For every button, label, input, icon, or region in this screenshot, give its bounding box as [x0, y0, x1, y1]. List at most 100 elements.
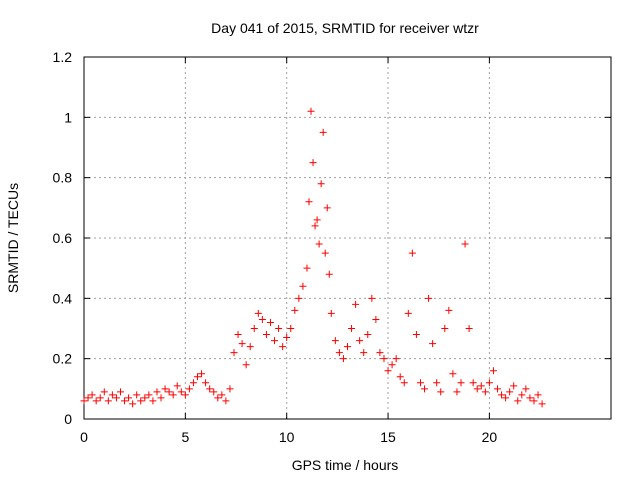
data-point: [412, 331, 420, 339]
data-point: [445, 306, 453, 314]
data-point: [493, 385, 501, 393]
y-tick-label: 0.4: [53, 290, 73, 306]
data-point: [453, 388, 461, 396]
data-point: [319, 128, 327, 136]
data-point: [307, 107, 315, 115]
data-point: [189, 379, 197, 387]
data-point: [331, 337, 339, 345]
x-axis-title: GPS time / hours: [292, 457, 399, 473]
data-point: [360, 349, 368, 357]
data-point: [271, 337, 279, 345]
x-tick-label: 0: [80, 429, 88, 445]
data-point: [121, 397, 129, 405]
data-point: [181, 391, 189, 399]
data-point: [141, 394, 149, 402]
data-point: [449, 370, 457, 378]
y-tick-label: 0.2: [53, 351, 73, 367]
data-point: [198, 370, 206, 378]
point-layer: [80, 107, 546, 408]
data-point: [153, 388, 161, 396]
data-point: [226, 385, 234, 393]
data-point: [165, 388, 173, 396]
data-point: [323, 204, 331, 212]
data-point: [283, 334, 291, 342]
data-point: [489, 367, 497, 375]
y-tick-label: 0.8: [53, 170, 73, 186]
data-point: [534, 391, 542, 399]
data-point: [327, 309, 335, 317]
data-point: [133, 391, 141, 399]
x-tick-label: 5: [181, 429, 189, 445]
data-point: [477, 382, 485, 390]
data-point: [473, 385, 481, 393]
data-point: [321, 249, 329, 257]
data-point: [372, 315, 380, 323]
data-point: [538, 400, 546, 408]
data-point: [506, 388, 514, 396]
data-point: [356, 337, 364, 345]
data-point: [421, 385, 429, 393]
data-point: [352, 300, 360, 308]
data-point: [254, 309, 262, 317]
data-point: [157, 394, 165, 402]
data-point: [210, 388, 218, 396]
data-point: [317, 180, 325, 188]
y-tick-label: 1.2: [53, 49, 73, 65]
data-point: [518, 391, 526, 399]
data-point: [396, 373, 404, 381]
data-point: [137, 397, 145, 405]
data-point: [481, 388, 489, 396]
data-point: [173, 382, 181, 390]
data-point: [96, 394, 104, 402]
data-point: [485, 379, 493, 387]
data-point: [177, 388, 185, 396]
data-point: [250, 325, 258, 332]
data-point: [325, 270, 333, 278]
data-point: [380, 355, 388, 363]
data-point: [275, 325, 283, 332]
data-point: [246, 343, 254, 351]
y-tick-label: 0: [64, 411, 72, 427]
data-point: [311, 222, 319, 230]
data-point: [202, 379, 210, 387]
data-point: [295, 294, 303, 302]
data-point: [315, 240, 323, 248]
data-point: [161, 385, 169, 393]
data-point: [88, 391, 96, 399]
data-point: [194, 373, 202, 381]
data-point: [305, 198, 313, 206]
data-point: [104, 397, 112, 405]
y-tick-label: 0.6: [53, 230, 73, 246]
data-point: [230, 349, 238, 357]
data-point: [335, 349, 343, 357]
data-point: [238, 340, 246, 348]
data-point: [384, 367, 392, 375]
data-point: [433, 379, 441, 387]
data-point: [526, 394, 534, 402]
data-point: [100, 388, 108, 396]
data-point: [498, 391, 506, 399]
x-tick-label: 10: [279, 429, 295, 445]
data-point: [258, 315, 266, 323]
tick-layer: 0 5 10 15 20 0 0.2 0.4 0.6 0.8 1 1.2: [53, 49, 611, 445]
data-point: [344, 343, 351, 351]
data-point: [266, 318, 274, 326]
data-point: [129, 400, 137, 408]
data-point: [303, 264, 311, 272]
data-point: [502, 394, 510, 402]
y-axis-title: SRMTID / TECUs: [5, 183, 21, 293]
data-point: [149, 397, 157, 405]
data-point: [80, 397, 88, 405]
data-point: [145, 391, 153, 399]
data-point: [348, 325, 356, 332]
data-point: [465, 325, 473, 332]
data-point: [441, 325, 449, 332]
data-point: [92, 397, 100, 405]
plot-frame: [83, 56, 612, 420]
x-tick-label: 15: [380, 429, 396, 445]
data-point: [234, 331, 242, 339]
data-point: [400, 379, 408, 387]
data-point: [522, 385, 530, 393]
data-point: [112, 394, 120, 402]
